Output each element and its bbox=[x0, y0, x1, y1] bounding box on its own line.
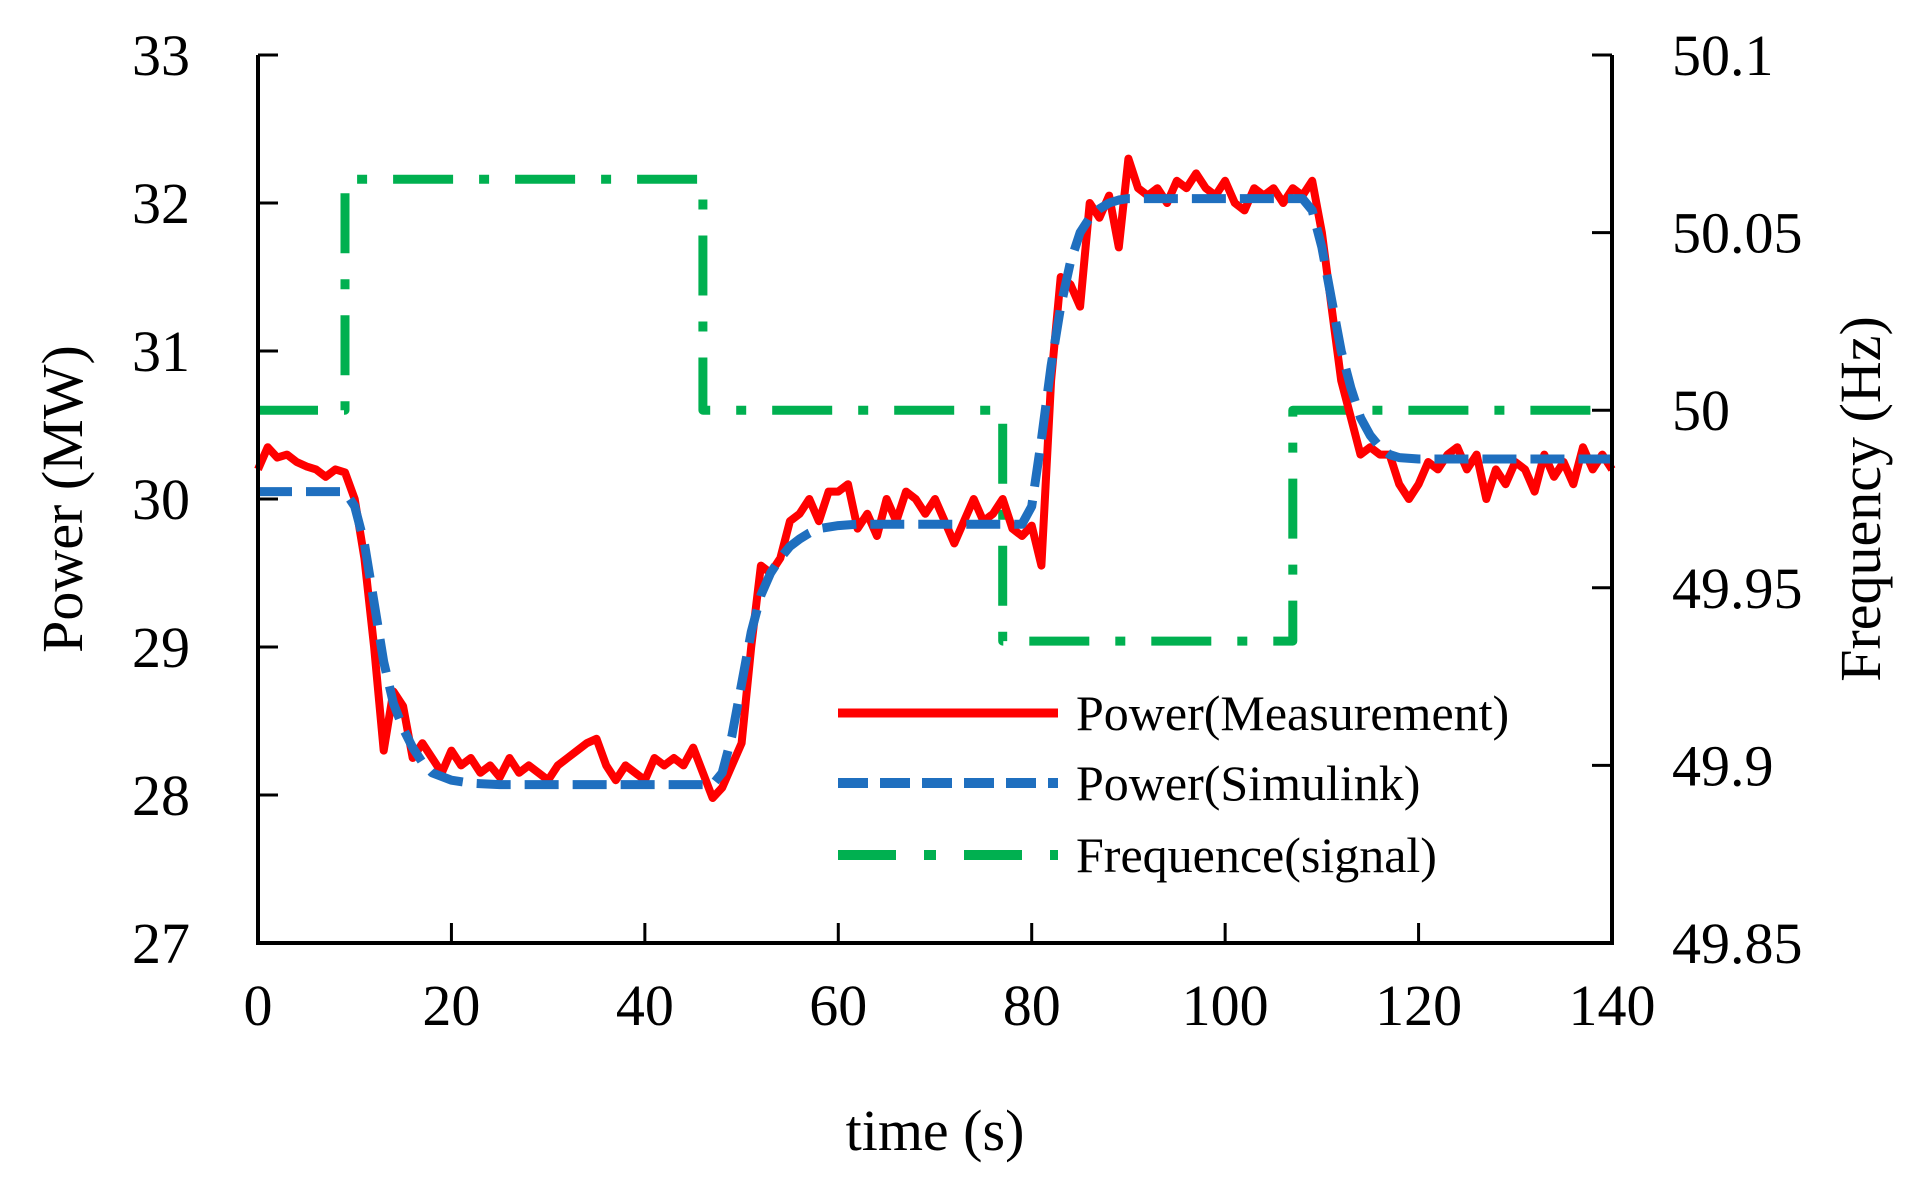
legend-label-1: Power(Simulink) bbox=[1076, 755, 1420, 811]
y2-tick-label: 50.1 bbox=[1672, 23, 1774, 88]
y-tick-label: 32 bbox=[132, 171, 190, 236]
legend: Power(Measurement) Power(Simulink) Frequen… bbox=[838, 685, 1509, 883]
y-tick-label: 28 bbox=[132, 763, 190, 828]
legend-label-2: Frequence(signal) bbox=[1076, 827, 1437, 883]
y-tick-label: 30 bbox=[132, 467, 190, 532]
y-tick-label: 33 bbox=[132, 23, 190, 88]
y2-tick-label: 49.85 bbox=[1672, 911, 1803, 976]
y-tick-label: 29 bbox=[132, 615, 190, 680]
x-tick-label: 100 bbox=[1182, 973, 1269, 1038]
x-tick-label: 20 bbox=[422, 973, 480, 1038]
series-line-2 bbox=[258, 174, 1612, 646]
series-line-1 bbox=[258, 194, 1612, 790]
y2-tick-label: 49.95 bbox=[1672, 556, 1803, 621]
x-tick-label: 60 bbox=[809, 973, 867, 1038]
y2-tick-label: 49.9 bbox=[1672, 733, 1774, 798]
series-layer bbox=[254, 154, 1616, 802]
y-axis-title: Power (MW) bbox=[30, 345, 95, 653]
x-tick-label: 140 bbox=[1569, 973, 1656, 1038]
legend-label-0: Power(Measurement) bbox=[1076, 685, 1509, 741]
x-axis-title: time (s) bbox=[846, 1098, 1025, 1163]
y2-axis-title: Frequency (Hz) bbox=[1828, 316, 1893, 682]
y-tick-label: 31 bbox=[132, 319, 190, 384]
y2-tick-label: 50 bbox=[1672, 378, 1730, 443]
x-tick-label: 40 bbox=[616, 973, 674, 1038]
x-tick-label: 120 bbox=[1375, 973, 1462, 1038]
x-tick-label: 80 bbox=[1003, 973, 1061, 1038]
x-tick-label: 0 bbox=[244, 973, 273, 1038]
y2-tick-label: 50.05 bbox=[1672, 201, 1803, 266]
y-tick-label: 27 bbox=[132, 911, 190, 976]
ticks-layer: 0 20 40 60 80 100 120 140 27 28 29 30 31 32 33 49.85 49.… bbox=[132, 23, 1803, 1038]
